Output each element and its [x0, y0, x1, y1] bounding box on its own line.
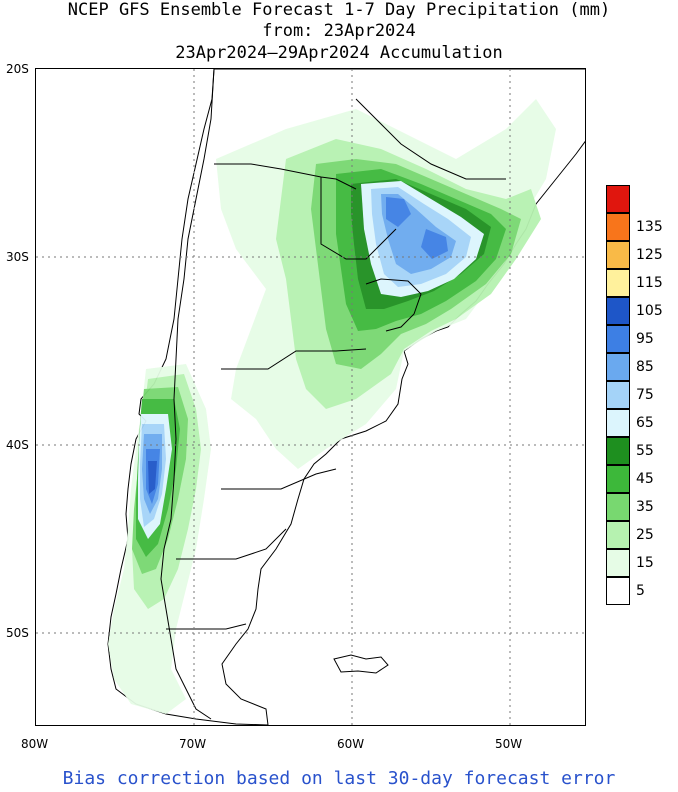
legend-label: 105 — [636, 303, 663, 319]
province-line-3 — [176, 528, 287, 560]
legend-label: 75 — [636, 387, 654, 403]
legend-swatch — [606, 353, 630, 381]
precip-95-patch-2 — [421, 229, 448, 259]
lat-lon-grid — [36, 69, 585, 725]
border-uruguay — [365, 278, 422, 332]
legend-label: 135 — [636, 219, 663, 235]
legend-swatch — [606, 213, 630, 241]
legend-swatch — [606, 269, 630, 297]
legend-label: 55 — [636, 443, 654, 459]
legend-swatch — [606, 297, 630, 325]
province-line-2 — [221, 468, 337, 490]
legend-swatch — [606, 185, 630, 213]
political-borders — [160, 69, 506, 720]
lon-label-60w: 60W — [337, 737, 365, 751]
border-chile-argentina — [160, 69, 215, 720]
legend-label: 125 — [636, 247, 663, 263]
precip-105-patagonia — [148, 461, 157, 494]
province-line-4 — [166, 623, 247, 630]
precipitation-map — [35, 68, 586, 726]
lon-label-50w: 50W — [495, 737, 523, 751]
legend-label: 65 — [636, 415, 654, 431]
bias-correction-note: Bias correction based on last 30-day for… — [62, 768, 616, 789]
lat-label-20s: 20S — [6, 62, 29, 76]
legend-swatch — [606, 409, 630, 437]
accumulation-period: 23Apr2024–29Apr2024 Accumulation — [175, 43, 503, 63]
legend-label: 115 — [636, 275, 663, 291]
legend-label: 95 — [636, 331, 654, 347]
border-argentina-north — [214, 163, 357, 190]
precip-95-patch-1 — [386, 197, 411, 227]
legend-label: 85 — [636, 359, 654, 375]
lon-label-70w: 70W — [179, 737, 207, 751]
legend-swatch — [606, 437, 630, 465]
lon-label-80w: 80W — [21, 737, 49, 751]
precip-shading — [108, 99, 556, 714]
legend-swatch — [606, 577, 630, 605]
legend-swatch — [606, 241, 630, 269]
border-brazil — [355, 98, 506, 180]
lat-label-50s: 50S — [6, 626, 29, 640]
lat-label-40s: 40S — [6, 438, 29, 452]
forecast-issue-date: from: 23Apr2024 — [262, 21, 416, 41]
legend-label: 5 — [636, 583, 645, 599]
lat-label-30s: 30S — [6, 250, 29, 264]
legend-swatch — [606, 521, 630, 549]
legend-swatch — [606, 549, 630, 577]
legend-label: 35 — [636, 499, 654, 515]
legend-label: 25 — [636, 527, 654, 543]
legend-swatch — [606, 325, 630, 353]
legend-label: 45 — [636, 471, 654, 487]
legend-label: 15 — [636, 555, 654, 571]
legend-swatch — [606, 493, 630, 521]
province-line-1 — [221, 348, 367, 370]
falkland-islands — [333, 654, 389, 674]
map-title: NCEP GFS Ensemble Forecast 1-7 Day Preci… — [67, 0, 611, 20]
legend-swatch — [606, 381, 630, 409]
legend-swatch — [606, 465, 630, 493]
border-paraguay — [320, 177, 397, 260]
